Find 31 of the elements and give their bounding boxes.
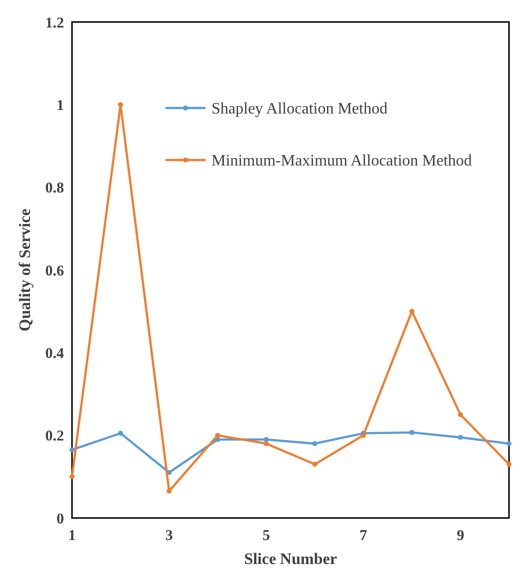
point xyxy=(312,441,318,446)
point xyxy=(458,434,463,440)
point xyxy=(506,441,512,446)
x-axis-title: Slice Number xyxy=(244,551,337,568)
legend-label: Minimum-Maximum Allocation Method xyxy=(212,152,472,170)
point xyxy=(118,102,124,108)
y-tick-label: 1 xyxy=(56,98,64,114)
y-axis-title: Quality of Service xyxy=(17,208,34,332)
y-tick-label: 0.4 xyxy=(45,346,64,362)
point xyxy=(70,474,74,480)
y-tick-label: 1.2 xyxy=(45,15,64,32)
point xyxy=(264,436,269,442)
point xyxy=(166,488,172,494)
point xyxy=(506,462,512,467)
point xyxy=(70,447,74,452)
y-tick-label: 0.2 xyxy=(45,428,64,445)
x-tick-label: 7 xyxy=(360,528,368,544)
point xyxy=(409,430,414,435)
point xyxy=(458,412,463,418)
x-tick-label: 9 xyxy=(456,528,464,544)
legend-label: Shapley Allocation Method xyxy=(212,100,388,118)
point xyxy=(215,432,220,438)
point xyxy=(312,462,318,467)
y-tick-label: 0.6 xyxy=(45,263,64,280)
x-tick-label: 1 xyxy=(68,528,76,544)
point xyxy=(118,430,124,436)
point xyxy=(264,441,269,446)
x-tick-label: 5 xyxy=(262,528,270,544)
y-tick-label: 0.8 xyxy=(45,180,64,197)
x-tick-label: 3 xyxy=(165,528,173,544)
y-tick-label: 0 xyxy=(56,511,64,528)
